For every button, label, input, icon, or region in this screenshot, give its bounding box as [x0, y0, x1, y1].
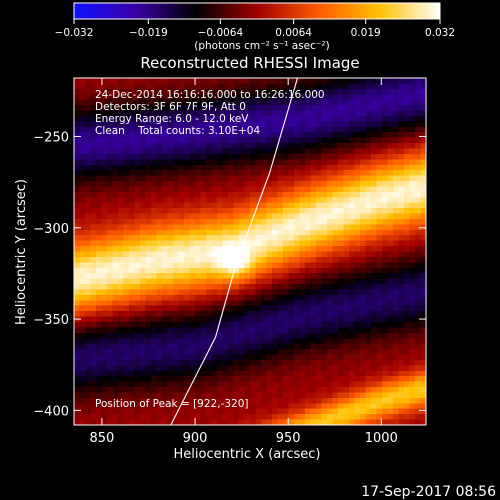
x-axis-label: Heliocentric X (arcsec)	[174, 447, 321, 462]
chart-title: Reconstructed RHESSI Image	[140, 54, 359, 72]
x-axis: 850 900 950 1000	[90, 78, 398, 446]
annotation-energy-range: Energy Range: 6.0 - 12.0 keV	[95, 113, 249, 125]
colorbar-tick-label: 0.032	[425, 27, 455, 39]
x-tick-label: 1000	[365, 431, 398, 446]
colorbar-ticks: −0.032 −0.019 −0.0064 0.0064 0.019 0.032	[55, 19, 455, 39]
x-tick-label: 850	[90, 431, 115, 446]
footer-timestamp: 17-Sep-2017 08:56	[361, 484, 496, 500]
annotation-detectors: Detectors: 3F 6F 7F 9F, Att 0	[95, 101, 246, 113]
y-tick-label: −400	[33, 404, 69, 419]
heatmap-image	[74, 78, 426, 425]
solar-limb-line	[170, 78, 299, 425]
colorbar: −0.032 −0.019 −0.0064 0.0064 0.019 0.032 (pho…	[55, 2, 455, 52]
peak-position-label: Position of Peak = [922,-320]	[95, 398, 249, 410]
plot-frame	[73, 77, 427, 426]
x-tick-label: 900	[183, 431, 208, 446]
colorbar-tick-label: 0.019	[351, 27, 381, 39]
annotation-block: 24-Dec-2014 16:16:16.000 to 16:26:16.000…	[95, 89, 325, 137]
colorbar-tick-label: −0.032	[55, 27, 94, 39]
y-tick-label: −300	[33, 222, 69, 237]
colorbar-gradient	[73, 2, 441, 20]
x-tick-label: 950	[276, 431, 301, 446]
y-tick-label: −350	[33, 313, 69, 328]
colorbar-tick-label: −0.019	[129, 27, 168, 39]
colorbar-tick-label: −0.0064	[198, 27, 244, 39]
y-tick-label: −250	[33, 130, 69, 145]
y-axis-label: Heliocentric Y (arcsec)	[14, 179, 29, 325]
heatmap	[74, 78, 426, 425]
annotation-clean-counts: Clean Total counts: 3.10E+04	[95, 125, 260, 137]
annotation-time-range: 24-Dec-2014 16:16:16.000 to 16:26:16.000	[95, 89, 325, 101]
y-axis: −250 −300 −350 −400	[33, 130, 426, 419]
colorbar-tick-label: 0.0064	[275, 27, 312, 39]
colorbar-unit-label: (photons cm⁻² s⁻¹ asec⁻²)	[194, 40, 329, 52]
